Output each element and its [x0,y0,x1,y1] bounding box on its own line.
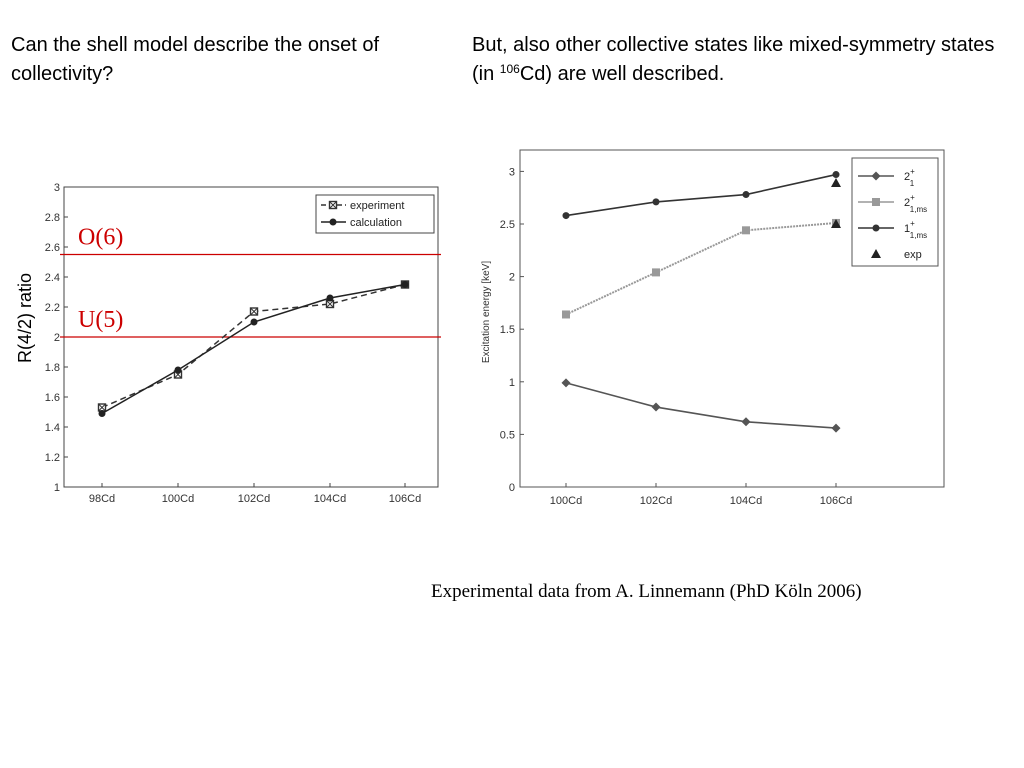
left-data-point-calculation [98,410,106,417]
left-x-tick-label: 102Cd [238,493,270,505]
right-series-0-point [741,417,751,427]
right-y-tick-label: 2.5 [500,219,515,231]
right-x-tick-label: 104Cd [730,495,762,507]
exp-data-point [831,219,841,228]
left-y-tick-label: 2 [54,332,60,344]
right-legend-label-2: 1+ 1,ms [904,219,927,240]
left-y-tick-label: 1.8 [45,362,60,374]
left-y-tick-label: 1 [54,482,60,494]
legend-label-sub: 1,ms [910,231,927,240]
right-series-2-line [565,173,837,217]
legend-label-calculation: calculation [350,217,402,229]
exp-data-point [831,177,841,187]
legend-marker-experiment [328,200,338,210]
right-y-axis-label: Excitation energy [keV] [481,261,492,363]
legend-label-sup: + [910,167,915,176]
right-series-1-point [742,226,750,235]
right-heading-text: But, also other collective states like m… [472,34,995,85]
left-data-point-calculation [401,281,409,288]
right-series-1-point [562,310,570,319]
left-y-tick-label: 1.4 [45,422,60,434]
right-y-tick-label: 0.5 [500,429,515,441]
right-x-tick-label: 106Cd [820,495,852,507]
right-legend-label-3: exp [904,249,922,261]
legend-label-base: exp [904,249,922,261]
right-y-tick-label: 2 [509,272,515,284]
legend-label-sup: + [910,193,915,202]
right-series-0-point [651,402,661,412]
left-y-tick-label: 1.6 [45,392,60,404]
right-series-0-line [565,382,837,429]
left-y-tick-label: 3 [54,182,60,194]
left-y-tick-label: 2.8 [45,212,60,224]
left-y-tick-label: 2.4 [45,272,60,284]
right-series-2-point [742,191,750,199]
right-series-1-point [652,268,660,277]
legend-label-base: 2 [904,171,910,183]
legend-label-sub: 1 [910,179,915,188]
left-data-point-experiment-cross [98,403,106,412]
right-legend-marker-2 [872,224,880,232]
right-legend-marker-1 [872,198,880,206]
right-heading: But, also other collective states like m… [472,31,1012,89]
right-y-tick-label: 1 [509,377,515,389]
legend-marker-experiment-cross [329,201,337,209]
left-y-tick-label: 2.6 [45,242,60,254]
right-series-0-point [561,378,571,388]
caption: Experimental data from A. Linnemann (PhD… [431,581,862,602]
left-x-tick-label: 106Cd [389,493,421,505]
left-data-point-calculation [250,318,258,326]
right-x-tick-label: 102Cd [640,495,672,507]
right-x-tick-label: 100Cd [550,495,582,507]
legend-label-sup: + [910,219,915,228]
left-data-point-experiment-cross [326,300,334,308]
right-series-2-point [832,171,840,179]
legend-label-base: 2 [904,197,910,209]
left-x-tick-label: 104Cd [314,493,346,505]
reference-label-u5: U(5) [78,307,123,333]
legend-marker-calculation [329,218,337,226]
right-series-0-point [831,423,841,433]
legend-label-experiment: experiment [350,200,404,212]
left-y-tick-label: 2.2 [45,302,60,314]
legend-label-sub: 1,ms [910,205,927,214]
right-legend-marker-0 [871,171,881,181]
left-x-tick-label: 100Cd [162,493,194,505]
reference-label-o6: O(6) [78,225,123,251]
left-x-tick-label: 98Cd [89,493,115,505]
mass-number-superscript: 106 [499,62,520,76]
right-series-2-point [652,198,660,206]
right-y-tick-label: 1.5 [500,324,515,336]
right-legend-marker-3 [871,249,881,258]
right-series-2-point [562,212,570,220]
right-heading-text-end: Cd) are well described. [519,63,725,85]
left-data-point-calculation [326,294,334,302]
right-legend-label-0: 2+ 1 [904,167,915,188]
left-data-point-calculation [174,366,182,374]
left-data-point-experiment [249,307,259,316]
left-data-point-experiment-cross [250,307,258,316]
left-heading: Can the shell model describe the onset o… [11,34,379,85]
right-y-tick-label: 3 [509,166,515,178]
right-legend-label-1: 2+ 1,ms [904,193,927,214]
left-y-tick-label: 1.2 [45,452,60,464]
legend-label-base: 1 [904,223,910,235]
right-y-tick-label: 0 [509,482,515,494]
right-series-1-line [565,221,837,316]
